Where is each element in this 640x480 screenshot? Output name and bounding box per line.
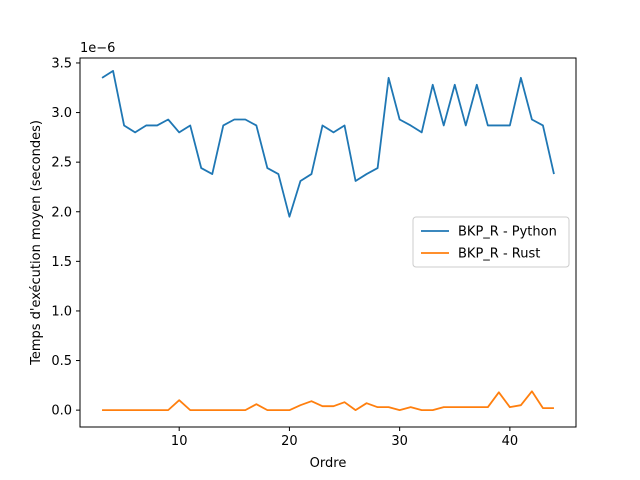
- legend-label-1: BKP_R - Python: [458, 225, 557, 240]
- y-tick-label: 0.5: [51, 354, 72, 369]
- y-axis-label: Temps d'exécution moyen (secondes): [29, 120, 44, 366]
- y-axis: 0.0 0.5 1.0 1.5 2.0 2.5 3.0 3.5: [51, 56, 80, 419]
- y-tick-label: 2.5: [51, 156, 72, 171]
- y-tick-label: 1.0: [51, 304, 72, 319]
- x-axis-label: Ordre: [310, 456, 347, 471]
- y-tick-label: 2.0: [51, 205, 72, 220]
- series-line-1: [101, 70, 555, 218]
- plot-frame: [79, 57, 577, 428]
- legend-box: [412, 216, 570, 268]
- legend: BKP_R - Python BKP_R - Rust: [412, 216, 570, 268]
- y-tick-label: 0.0: [51, 404, 72, 419]
- x-axis: 10 20 30 40: [171, 427, 518, 449]
- legend-label-2: BKP_R - Rust: [458, 247, 540, 262]
- x-tick-label: 40: [502, 434, 519, 449]
- y-offset-label: 1e−6: [80, 41, 115, 56]
- series-group: [101, 70, 555, 412]
- x-tick-label: 30: [391, 434, 408, 449]
- y-tick-label: 1.5: [51, 255, 72, 270]
- x-tick-label: 20: [281, 434, 298, 449]
- y-tick-label: 3.5: [51, 56, 72, 71]
- series-line-2: [102, 390, 554, 412]
- y-tick-label: 3.0: [51, 106, 72, 121]
- x-tick-label: 10: [171, 434, 188, 449]
